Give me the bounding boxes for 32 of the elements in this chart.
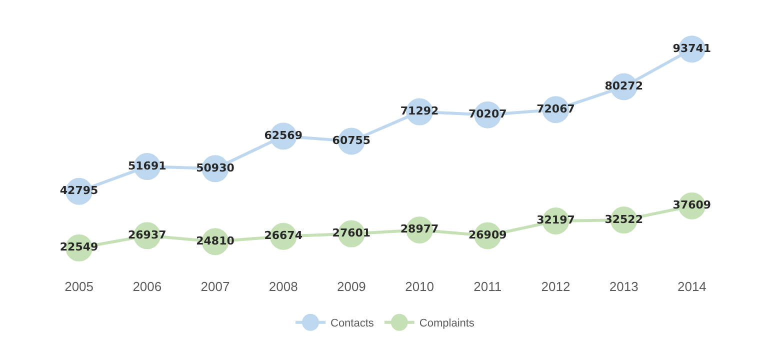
data-label: 72067 xyxy=(536,102,575,116)
data-label: 32522 xyxy=(604,212,643,226)
data-label: 26909 xyxy=(468,228,507,242)
x-tick-label: 2011 xyxy=(474,279,502,294)
x-tick-label: 2007 xyxy=(200,279,230,294)
data-label: 26674 xyxy=(264,229,303,242)
x-tick-label: 2012 xyxy=(541,279,570,294)
x-tick-label: 2009 xyxy=(336,279,366,294)
data-label: 62569 xyxy=(264,128,302,142)
data-label: 28977 xyxy=(400,222,439,236)
x-tick-label: 2014 xyxy=(677,279,706,294)
data-label: 60755 xyxy=(332,134,371,147)
data-label: 42795 xyxy=(60,184,98,198)
data-label: 71292 xyxy=(400,104,439,118)
data-label: 80272 xyxy=(604,79,643,92)
legend-label: Complaints xyxy=(419,318,475,330)
data-label: 70207 xyxy=(468,108,507,121)
x-tick-label: 2005 xyxy=(64,279,94,294)
data-label: 24810 xyxy=(196,234,235,248)
data-label: 27601 xyxy=(332,226,371,240)
data-label: 22549 xyxy=(60,240,98,254)
x-tick-label: 2008 xyxy=(268,279,298,294)
legend-label: Contacts xyxy=(330,318,374,330)
data-label: 32197 xyxy=(536,214,575,227)
x-tick-label: 2013 xyxy=(609,279,638,294)
x-tick-label: 2010 xyxy=(405,279,434,294)
data-label: 93741 xyxy=(672,42,712,55)
data-label: 51691 xyxy=(128,159,166,172)
x-tick-label: 2006 xyxy=(132,279,162,294)
data-label: 37609 xyxy=(672,198,712,212)
data-label: 50930 xyxy=(196,161,235,174)
data-label: 26937 xyxy=(128,228,166,242)
